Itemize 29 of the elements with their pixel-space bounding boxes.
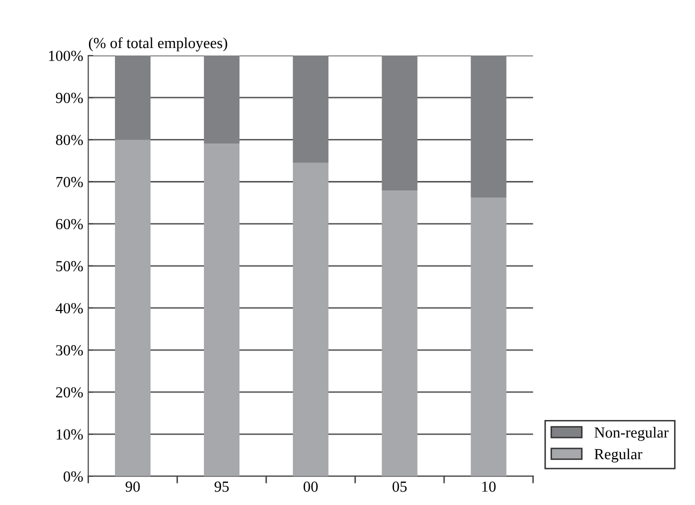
y-tick-label: 60%: [56, 218, 83, 230]
y-tick-label: 70%: [56, 176, 83, 188]
bar: [382, 190, 418, 476]
bar: [382, 56, 418, 191]
y-tick-label: 100%: [49, 50, 83, 62]
bar: [292, 56, 328, 163]
y-tick-label: 80%: [56, 134, 83, 146]
x-tick-label: 05: [392, 482, 407, 492]
x-tick-label: 00: [304, 482, 318, 492]
bar: [204, 143, 240, 476]
y-tick-label: 40%: [56, 303, 83, 314]
bar: [470, 198, 506, 476]
y-axis-title: (% of total employees): [88, 37, 228, 52]
legend-label: Non-regular: [594, 426, 669, 441]
x-tick-label: 90: [126, 482, 140, 492]
y-tick-label: 30%: [56, 345, 83, 356]
legend-label: Regular: [594, 448, 642, 462]
x-tick-label: 10: [482, 482, 496, 492]
y-tick-label: 50%: [56, 261, 83, 272]
bar: [114, 140, 151, 476]
bar: [292, 162, 328, 476]
y-tick-label: 10%: [56, 429, 83, 440]
y-tick-label: 20%: [56, 387, 83, 398]
bar: [114, 56, 151, 140]
y-tick-label: 90%: [56, 92, 83, 104]
x-tick-label: 95: [214, 482, 229, 492]
y-tick-label: 0%: [64, 471, 83, 482]
bar: [204, 56, 240, 144]
bar: [470, 56, 506, 198]
